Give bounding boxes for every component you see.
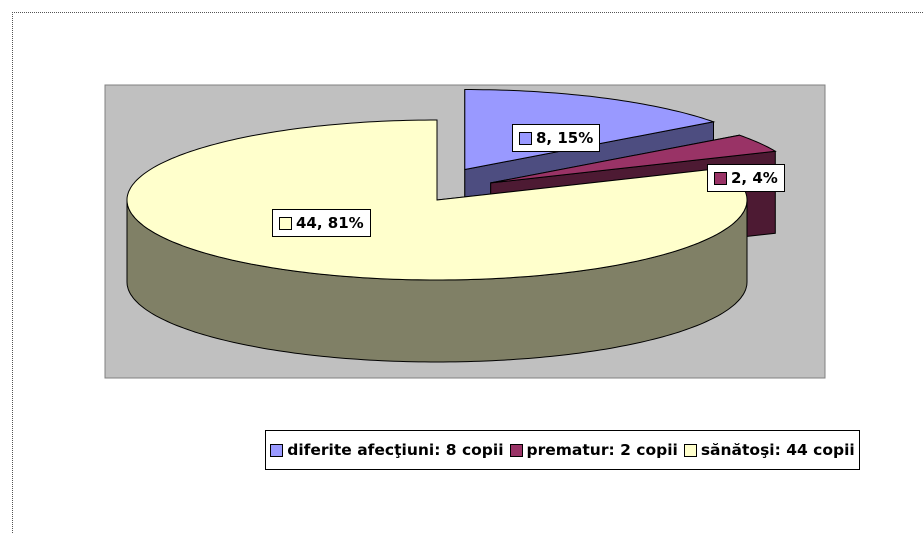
legend-text: sănătoşi: 44 copii <box>700 441 855 459</box>
legend-swatch <box>683 443 697 457</box>
chart-frame <box>12 12 924 533</box>
pie-slice <box>126 119 748 363</box>
legend-text: diferite afecţiuni: 8 copii <box>287 441 504 459</box>
legend-item: sănătoşi: 44 copii <box>683 441 855 459</box>
data-label: 8, 15% <box>512 124 601 152</box>
page: diferite afecţiuni: 8 copii prematur: 2 c… <box>12 12 924 533</box>
legend-swatch <box>270 443 284 457</box>
data-label: 44, 81% <box>272 209 371 237</box>
legend-swatch <box>509 443 523 457</box>
legend-item: prematur: 2 copii <box>509 441 678 459</box>
label-text: 44, 81% <box>296 214 364 232</box>
data-label: 2, 4% <box>707 164 785 192</box>
slice-top <box>490 134 777 184</box>
label-text: 2, 4% <box>731 169 778 187</box>
legend: diferite afecţiuni: 8 copii prematur: 2 c… <box>265 430 860 470</box>
slice-top <box>126 119 748 281</box>
label-text: 8, 15% <box>536 129 594 147</box>
label-swatch <box>279 216 292 230</box>
chart <box>104 84 826 379</box>
label-swatch <box>714 171 727 185</box>
legend-text: prematur: 2 copii <box>526 441 678 459</box>
label-swatch <box>519 131 532 145</box>
legend-item: diferite afecţiuni: 8 copii <box>270 441 504 459</box>
